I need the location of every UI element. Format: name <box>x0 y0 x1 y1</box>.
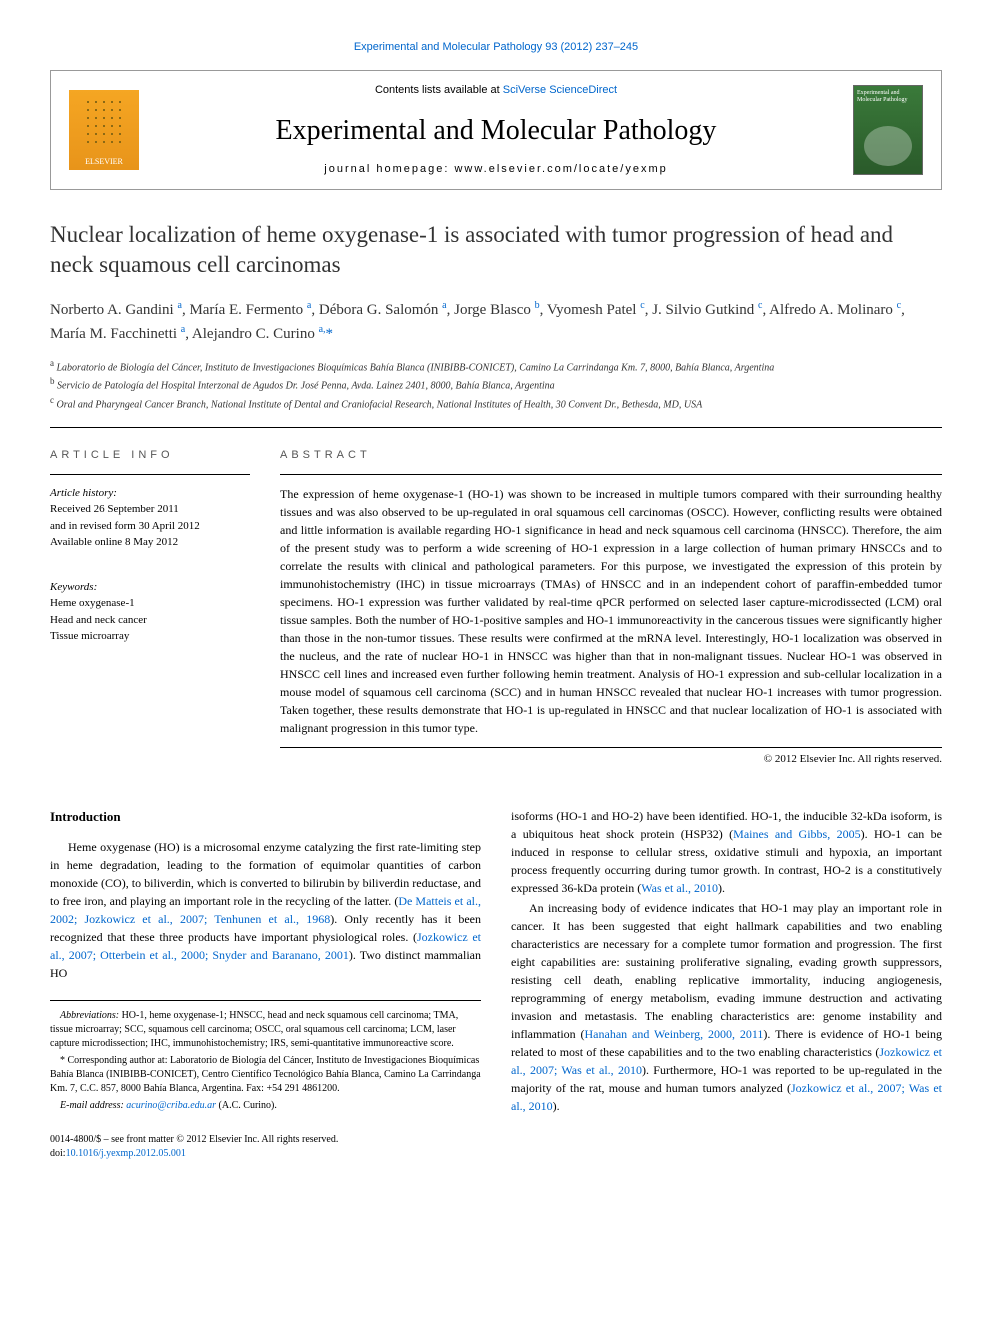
citation-link[interactable]: Maines and Gibbs, 2005 <box>733 827 860 841</box>
keyword-2: Head and neck cancer <box>50 612 250 629</box>
intro-paragraph-2: An increasing body of evidence indicates… <box>511 899 942 1115</box>
citation-link[interactable]: Hanahan and Weinberg, 2000, 2011 <box>585 1027 764 1041</box>
intro-paragraph-1-cont: isoforms (HO-1 and HO-2) have been ident… <box>511 807 942 897</box>
article-info-sidebar: article info Article history: Received 2… <box>50 448 250 767</box>
bottom-metadata: 0014-4800/$ – see front matter © 2012 El… <box>50 1133 481 1161</box>
abbreviations-footnote: Abbreviations: HO-1, heme oxygenase-1; H… <box>50 1009 481 1051</box>
article-title: Nuclear localization of heme oxygenase-1… <box>50 220 942 280</box>
affiliation-b: b Servicio de Patología del Hospital Int… <box>50 375 942 393</box>
body-columns: Introduction Heme oxygenase (HO) is a mi… <box>50 807 942 1162</box>
keyword-3: Tissue microarray <box>50 628 250 645</box>
article-history: Article history: Received 26 September 2… <box>50 474 250 551</box>
journal-header-box: ELSEVIER Contents lists available at Sci… <box>50 70 942 190</box>
homepage-url[interactable]: www.elsevier.com/locate/yexmp <box>454 163 667 175</box>
keywords-block: Keywords: Heme oxygenase-1 Head and neck… <box>50 569 250 645</box>
history-label: Article history: <box>50 485 250 502</box>
keywords-label: Keywords: <box>50 579 250 596</box>
divider <box>50 427 942 428</box>
issn-line: 0014-4800/$ – see front matter © 2012 El… <box>50 1133 481 1147</box>
corresponding-author-footnote: * Corresponding author at: Laboratorio d… <box>50 1054 481 1096</box>
affiliation-a: a Laboratorio de Biología del Cáncer, In… <box>50 357 942 375</box>
citation-link[interactable]: Was et al., 2010 <box>641 881 718 895</box>
abstract-header: abstract <box>280 448 942 463</box>
author-list: Norberto A. Gandini a, María E. Fermento… <box>50 298 942 345</box>
abstract-copyright: © 2012 Elsevier Inc. All rights reserved… <box>280 752 942 767</box>
footnotes: Abbreviations: HO-1, heme oxygenase-1; H… <box>50 1000 481 1113</box>
homepage-label: journal homepage: <box>324 163 454 175</box>
online-date: Available online 8 May 2012 <box>50 534 250 551</box>
elsevier-logo: ELSEVIER <box>69 90 139 170</box>
email-footnote: E-mail address: acurino@criba.edu.ar (A.… <box>50 1099 481 1113</box>
left-column: Introduction Heme oxygenase (HO) is a mi… <box>50 807 481 1162</box>
introduction-heading: Introduction <box>50 807 481 827</box>
intro-paragraph-1: Heme oxygenase (HO) is a microsomal enzy… <box>50 838 481 982</box>
affiliations: a Laboratorio de Biología del Cáncer, In… <box>50 357 942 412</box>
article-info-header: article info <box>50 448 250 463</box>
elsevier-label: ELSEVIER <box>85 156 123 167</box>
sciencedirect-link[interactable]: SciVerse ScienceDirect <box>503 84 617 96</box>
contents-line: Contents lists available at SciVerse Sci… <box>139 83 853 98</box>
keyword-1: Heme oxygenase-1 <box>50 595 250 612</box>
journal-title: Experimental and Molecular Pathology <box>139 111 853 150</box>
affiliation-c: c Oral and Pharyngeal Cancer Branch, Nat… <box>50 394 942 412</box>
doi-link[interactable]: 10.1016/j.yexmp.2012.05.001 <box>66 1148 186 1159</box>
doi-label: doi: <box>50 1148 66 1159</box>
journal-cover-thumbnail <box>853 85 923 175</box>
right-column: isoforms (HO-1 and HO-2) have been ident… <box>511 807 942 1162</box>
journal-homepage: journal homepage: www.elsevier.com/locat… <box>139 162 853 177</box>
contents-prefix: Contents lists available at <box>375 84 503 96</box>
abstract-text: The expression of heme oxygenase-1 (HO-1… <box>280 474 942 748</box>
abstract-section: abstract The expression of heme oxygenas… <box>280 448 942 767</box>
received-date: Received 26 September 2011 <box>50 501 250 518</box>
revised-date: and in revised form 30 April 2012 <box>50 518 250 535</box>
email-link[interactable]: acurino@criba.edu.ar <box>126 1100 216 1111</box>
citation-header[interactable]: Experimental and Molecular Pathology 93 … <box>50 40 942 55</box>
